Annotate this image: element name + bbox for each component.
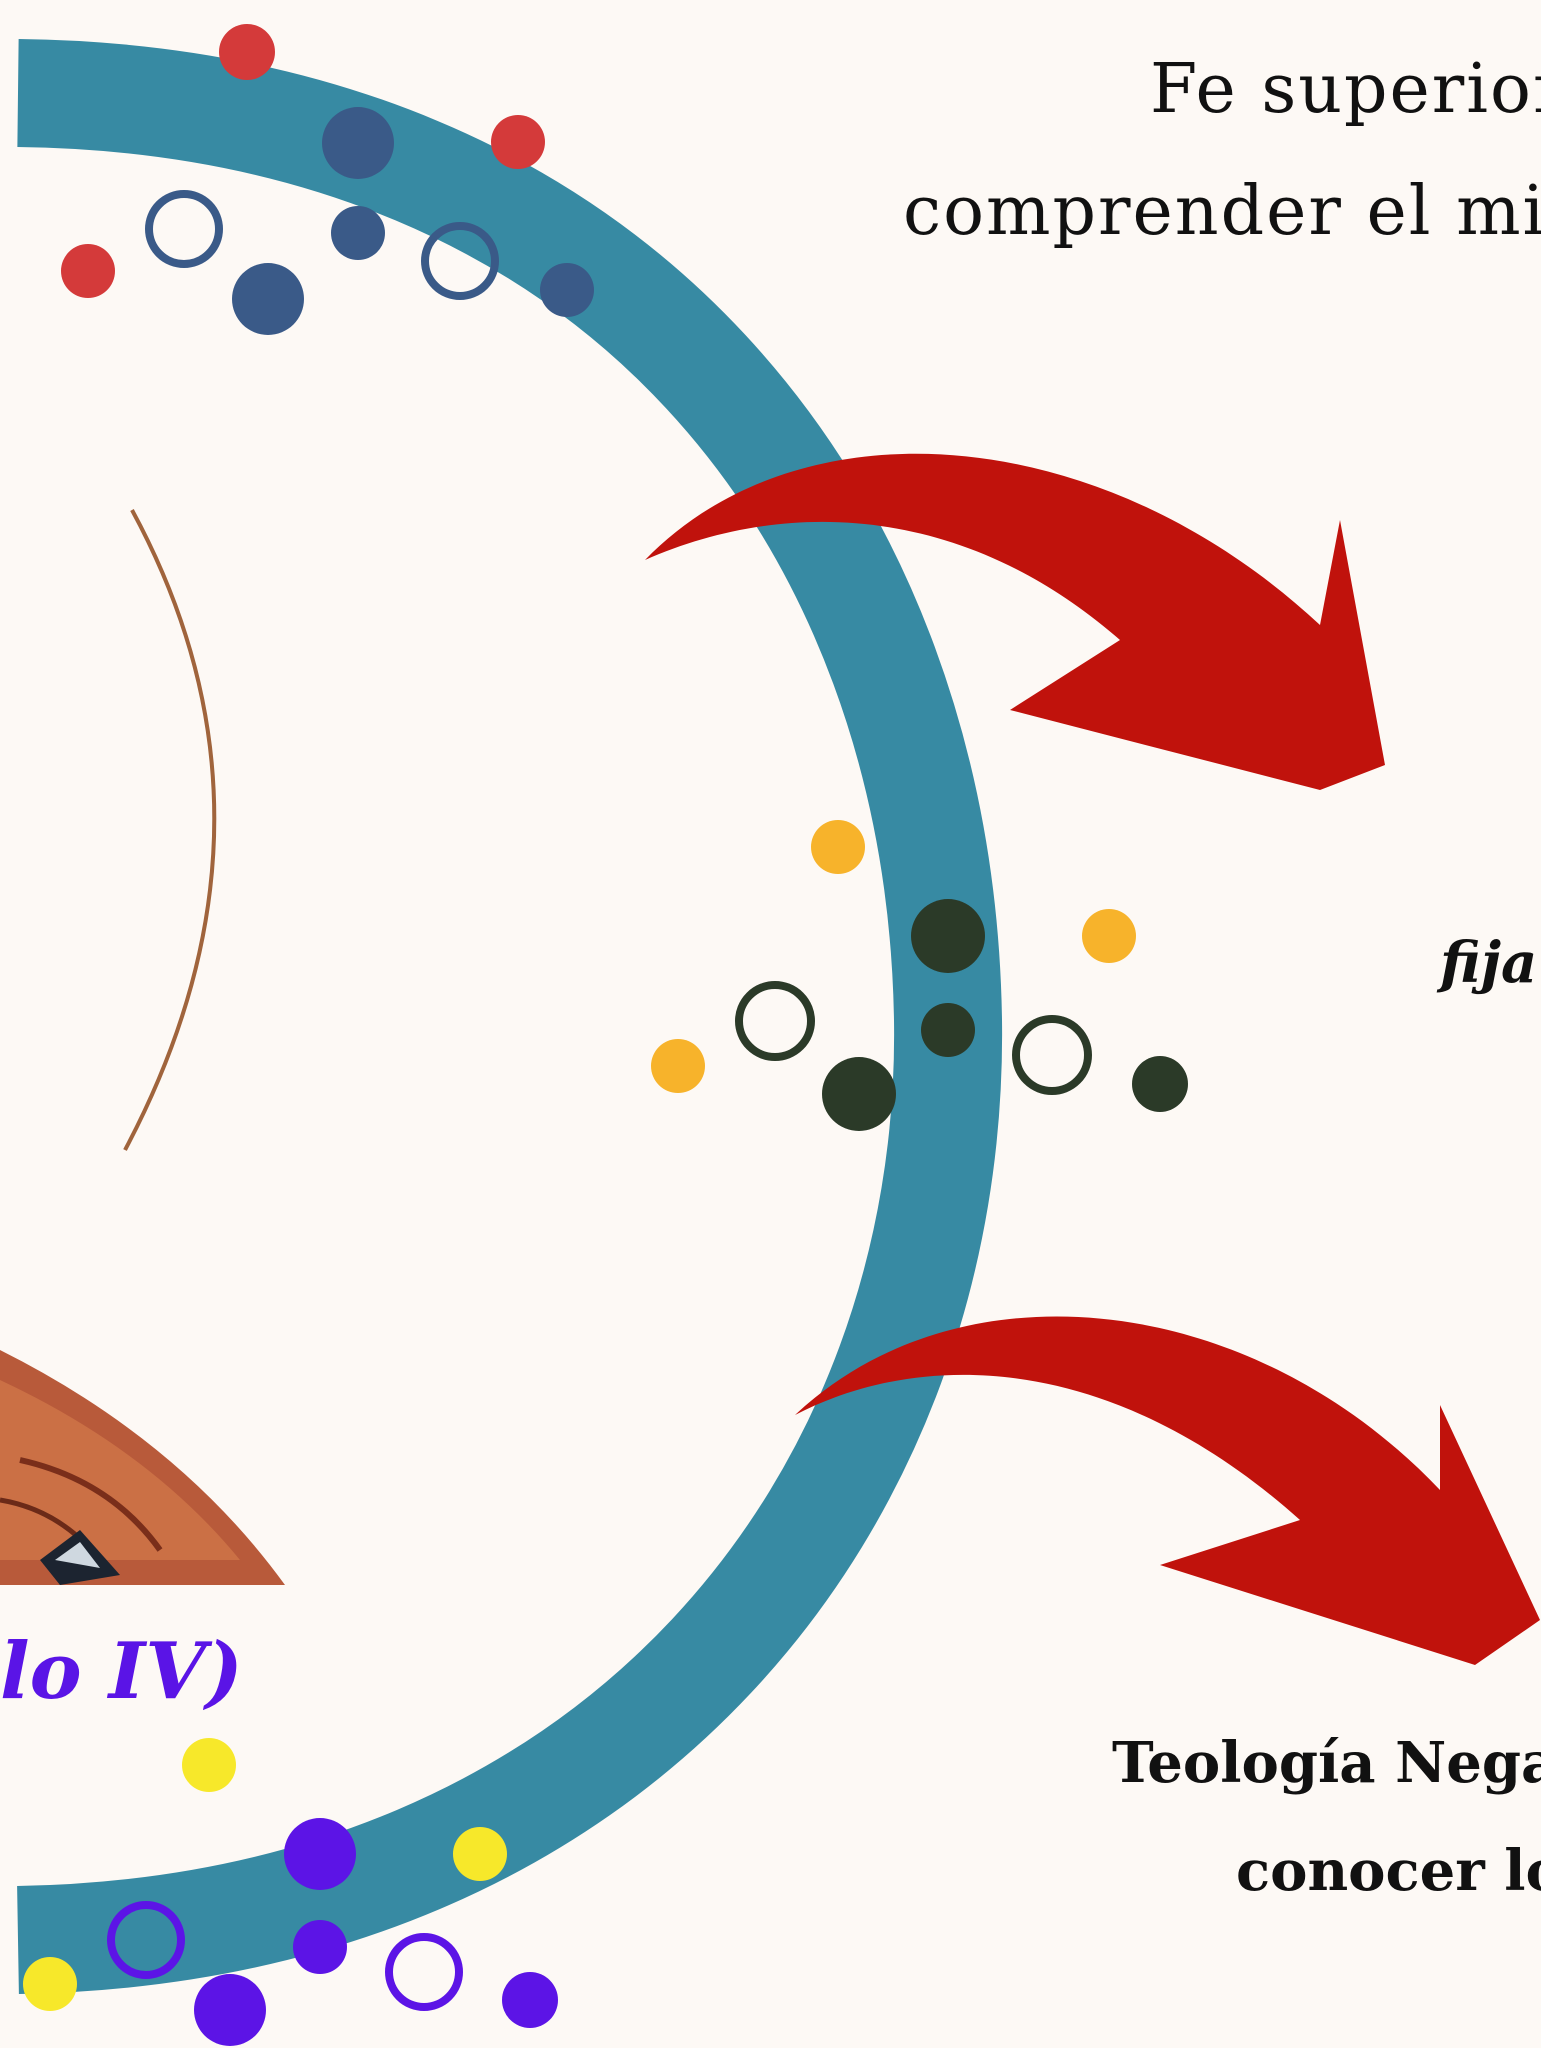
middle-italic-text: fija [1440, 930, 1538, 996]
purple-caption: lo IV) [0, 1626, 243, 1717]
curved-arrow-icon [645, 453, 1385, 790]
bottom-text-line-1: Teología Negati [1112, 1730, 1541, 1796]
dot-cluster-top [61, 24, 594, 335]
heading-line-2: comprender el mi [903, 172, 1541, 251]
dot-cluster-bottom [23, 1738, 558, 2046]
dot-cluster-middle [651, 820, 1188, 1131]
heading-line-1: Fe superior [1150, 50, 1541, 129]
painting-fragment [0, 1350, 285, 1585]
thin-arc [123, 509, 217, 1151]
bottom-text-line-2: conocer lo [1236, 1838, 1541, 1904]
curved-arrow-icon [795, 1316, 1540, 1665]
